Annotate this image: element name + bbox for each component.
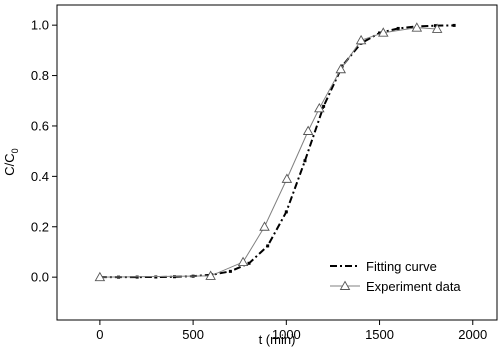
marker-square [378,31,382,35]
marker-square [247,261,251,265]
plot-frame [56,4,498,321]
y-axis-label: C/C0 [2,148,20,175]
marker-triangle [237,256,249,266]
marker-square [303,159,307,163]
marker-square [322,104,326,108]
x-tick-label: 500 [182,327,204,342]
y-axis-label-sub: 0 [10,148,20,153]
marker-square [433,24,437,28]
marker-square [228,269,232,273]
marker-triangle [94,271,106,282]
marker-triangle [411,22,423,32]
marker-square [396,26,400,30]
series-line [99,24,455,279]
y-tick-label: 0.0 [31,270,49,285]
x-axis-label: t (min) [259,332,296,347]
x-tick-label: 2000 [458,327,487,342]
marker-triangle [259,221,270,231]
marker-triangle [431,23,443,33]
marker-square [284,210,288,214]
x-tick-label: 1500 [365,327,394,342]
y-tick-label: 0.6 [31,118,49,133]
marker-triangle [205,270,216,280]
marker-triangle [378,27,389,37]
x-tick-label: 1000 [272,327,301,342]
legend-label: Fitting curve [366,259,437,274]
series-line [99,27,438,278]
y-tick-label: 1.0 [31,18,49,33]
marker-triangle [339,280,351,290]
marker-square [340,64,344,68]
y-tick-label: 0.4 [31,169,49,184]
marker-triangle [302,125,314,135]
y-axis-label-main: C/C [2,153,17,175]
marker-triangle [335,63,347,74]
marker-triangle [355,34,367,45]
legend-label: Experiment data [366,279,461,294]
marker-triangle [314,102,325,113]
marker-square [452,23,456,27]
y-tick-label: 0.8 [31,68,49,83]
marker-square [266,244,270,248]
marker-triangle [281,173,293,183]
x-tick-label: 0 [96,327,103,342]
y-tick-label: 0.2 [31,219,49,234]
